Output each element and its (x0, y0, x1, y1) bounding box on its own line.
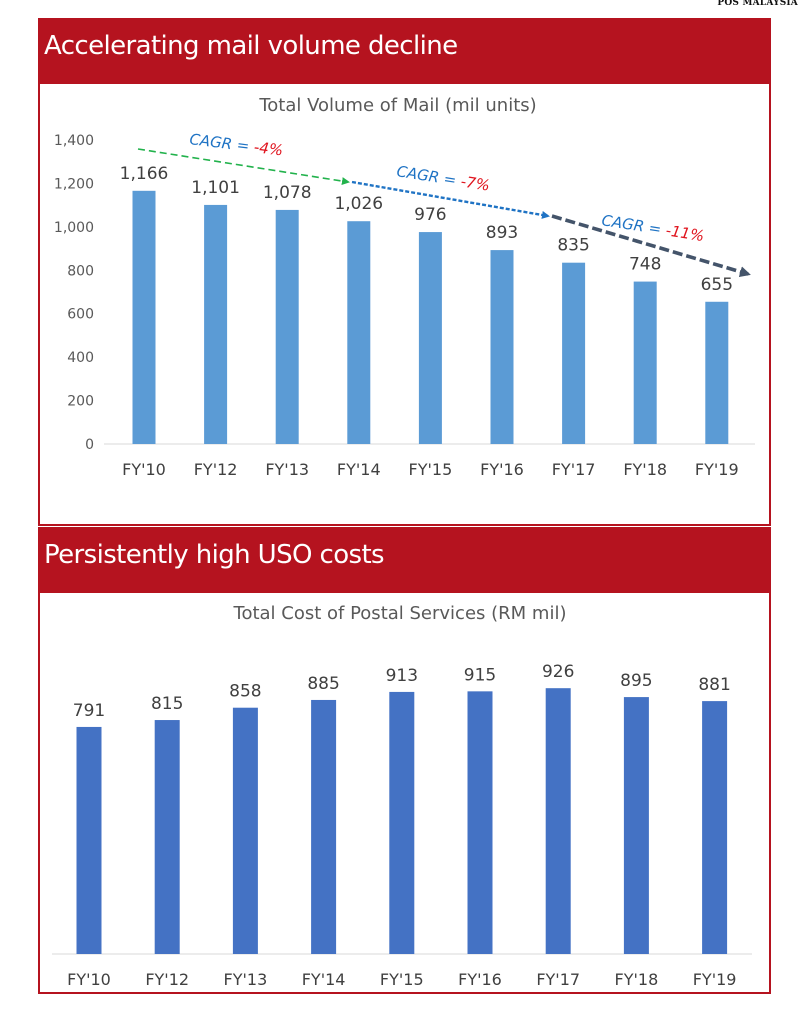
chart1-data-label: 1,101 (191, 178, 240, 198)
chart1-bar (132, 190, 156, 444)
chart1-x-tick: FY'13 (265, 460, 309, 479)
chart1-y-tick: 1,000 (54, 220, 94, 236)
chart2-data-label: 858 (229, 682, 261, 702)
chart1-bar (705, 301, 729, 444)
chart1-data-label: 893 (486, 223, 518, 243)
chart1-y-tick: 600 (67, 307, 94, 323)
chart1-y-tick: 1,200 (54, 176, 94, 192)
cagr-arrow (551, 214, 751, 278)
cagr-arrow (351, 180, 550, 219)
cagr-label: CAGR = -7% (395, 162, 491, 195)
cagr-label-value: -7% (459, 172, 491, 194)
chart1-x-tick: FY'15 (409, 460, 453, 479)
chart2-bar (154, 720, 180, 954)
chart2-x-tick: FY'12 (145, 970, 189, 989)
chart2-x-tick: FY'18 (615, 970, 659, 989)
chart2-bar (76, 726, 102, 954)
chart2-data-label: 791 (73, 701, 105, 721)
chart1-data-label: 655 (701, 275, 733, 295)
cagr-label-prefix: CAGR = (395, 162, 462, 190)
chart2-x-tick: FY'19 (693, 970, 737, 989)
chart1-x-tick: FY'10 (122, 460, 166, 479)
chart1-x-tick: FY'17 (552, 460, 596, 479)
source-label: POS MALAYSIA (0, 0, 800, 12)
chart2-data-label: 926 (542, 662, 574, 682)
section-banner-mail: Accelerating mail volume decline (38, 18, 771, 84)
chart2-bar (545, 688, 571, 954)
chart2-x-tick: FY'14 (302, 970, 346, 989)
cagr-label-value: -4% (253, 138, 284, 159)
chart2-bar (311, 699, 337, 954)
chart1-title: Total Volume of Mail (mil units) (258, 95, 536, 116)
chart2-data-label: 915 (464, 665, 496, 685)
chart1-x-tick: FY'16 (480, 460, 524, 479)
chart2-data-label: 881 (698, 675, 730, 695)
chart1-x-tick: FY'19 (695, 460, 739, 479)
chart1-y-tick: 1,400 (54, 133, 94, 149)
cagr-label-prefix: CAGR = (189, 130, 256, 156)
cagr-label: CAGR = -4% (189, 130, 285, 159)
cagr-arrow (137, 148, 350, 186)
chart2-bar (702, 701, 728, 954)
section-heading-uso: Persistently high USO costs (44, 540, 385, 570)
chart1-data-label: 1,166 (120, 164, 169, 184)
cagr-label-value: -11% (664, 221, 705, 245)
chart1-bar (418, 232, 442, 444)
chart2-bar (232, 707, 258, 954)
chart1-y-tick: 800 (67, 263, 94, 279)
chart1-data-label: 1,078 (263, 183, 312, 203)
chart2-title: Total Cost of Postal Services (RM mil) (233, 603, 567, 624)
postal-cost-chart: 791 FY'10 815 FY'12 858 FY'13 885 FY'14 913 FY'15… (52, 662, 752, 989)
mail-volume-chart: 0 200 400 600 800 1,000 1,200 1,400 1,166 FY'10 1,… (54, 130, 755, 479)
source-text: POS MALAYSIA (717, 0, 798, 8)
section-heading-mail: Accelerating mail volume decline (44, 31, 458, 61)
chart1-x-tick: FY'18 (623, 460, 667, 479)
chart1-bar (204, 204, 228, 444)
chart2-x-tick: FY'10 (67, 970, 111, 989)
chart2-bar (623, 697, 649, 954)
chart1-y-tick: 200 (67, 394, 94, 410)
chart2-x-tick: FY'17 (536, 970, 580, 989)
chart1-data-label: 1,026 (334, 194, 383, 214)
chart1-data-label: 976 (414, 205, 446, 225)
section-banner-uso: Persistently high USO costs (38, 527, 771, 593)
chart2-data-label: 913 (386, 666, 418, 686)
chart2-x-tick: FY'13 (224, 970, 268, 989)
chart2-x-tick: FY'15 (380, 970, 424, 989)
chart1-data-label: 748 (629, 255, 661, 275)
chart1-y-tick: 400 (67, 350, 94, 366)
chart1-bar (490, 250, 514, 444)
chart1-bar (275, 209, 299, 444)
chart2-bar (467, 691, 493, 954)
chart1-bar (347, 221, 371, 444)
chart2-bar (389, 691, 415, 954)
chart2-data-label: 885 (307, 674, 339, 694)
chart1-x-tick: FY'12 (194, 460, 238, 479)
chart1-y-tick: 0 (85, 437, 94, 453)
chart1-bar (562, 262, 586, 444)
chart1-data-label: 835 (557, 236, 589, 256)
chart2-x-tick: FY'16 (458, 970, 502, 989)
chart2-data-label: 895 (620, 671, 652, 691)
chart1-x-tick: FY'14 (337, 460, 381, 479)
chart1-bar (633, 281, 657, 444)
chart2-data-label: 815 (151, 694, 183, 714)
cagr-label: CAGR = -11% (600, 211, 705, 245)
